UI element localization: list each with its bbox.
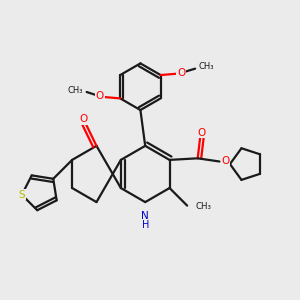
Text: H: H <box>142 220 149 230</box>
Text: CH₃: CH₃ <box>199 62 214 71</box>
Text: O: O <box>96 92 104 101</box>
Text: N: N <box>141 211 149 220</box>
Text: CH₃: CH₃ <box>195 202 212 211</box>
Text: O: O <box>80 114 88 124</box>
Text: S: S <box>19 190 25 200</box>
Text: CH₃: CH₃ <box>67 85 83 94</box>
Text: O: O <box>221 156 230 166</box>
Text: O: O <box>197 128 205 138</box>
Text: O: O <box>177 68 185 78</box>
